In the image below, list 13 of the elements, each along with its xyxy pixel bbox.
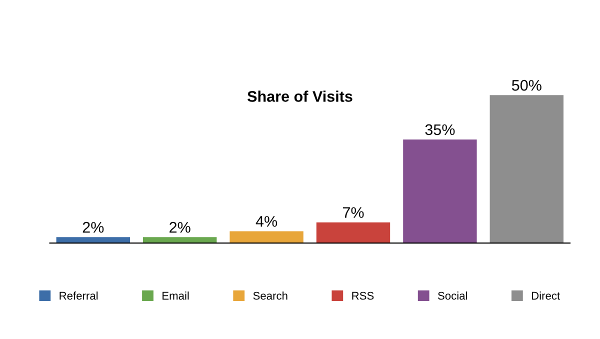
- legend-label: Social: [438, 292, 467, 300]
- data-label: 2%: [82, 222, 104, 233]
- data-label: 4%: [256, 216, 278, 227]
- data-label: 50%: [512, 80, 542, 91]
- legend-label: Referral: [60, 292, 98, 300]
- data-label: 7%: [342, 207, 364, 218]
- data-label: 35%: [425, 124, 455, 136]
- chart-title: Share of Visits: [248, 90, 352, 102]
- data-label: 2%: [170, 222, 190, 233]
- legend-label: Email: [162, 292, 189, 300]
- legend-label: Search: [253, 292, 288, 300]
- legend-label: RSS: [352, 292, 374, 300]
- legend-label: Direct: [532, 292, 560, 300]
